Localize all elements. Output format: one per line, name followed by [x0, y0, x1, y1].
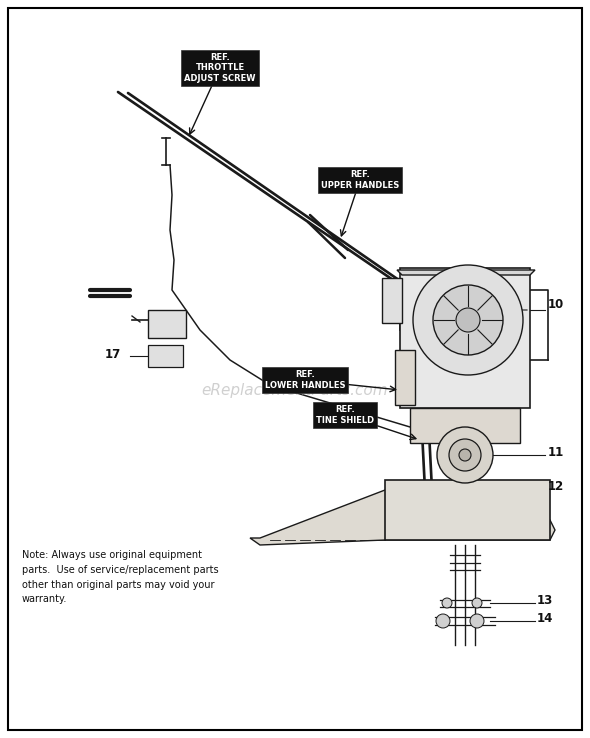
Text: REF.
UPPER HANDLES: REF. UPPER HANDLES — [321, 170, 399, 190]
Circle shape — [456, 308, 480, 332]
Bar — [382, 278, 402, 323]
Bar — [410, 408, 520, 443]
Text: REF.
TINE SHIELD: REF. TINE SHIELD — [316, 405, 374, 424]
Text: eReplacementParts.com: eReplacementParts.com — [202, 382, 388, 398]
Bar — [148, 310, 186, 338]
Text: 12: 12 — [548, 480, 564, 494]
Circle shape — [459, 449, 471, 461]
Text: 17: 17 — [105, 348, 122, 360]
Bar — [395, 350, 415, 405]
Circle shape — [436, 614, 450, 628]
Circle shape — [413, 265, 523, 375]
Text: 13: 13 — [537, 593, 553, 607]
Circle shape — [470, 614, 484, 628]
Circle shape — [449, 439, 481, 471]
Text: REF.
THROTTLE
ADJUST SCREW: REF. THROTTLE ADJUST SCREW — [184, 53, 255, 83]
Text: 10: 10 — [548, 298, 564, 311]
Bar — [148, 345, 183, 367]
Bar — [385, 480, 550, 540]
Circle shape — [437, 427, 493, 483]
Polygon shape — [250, 490, 555, 545]
Text: REF.
LOWER HANDLES: REF. LOWER HANDLES — [265, 370, 345, 390]
Circle shape — [442, 598, 452, 608]
Circle shape — [472, 598, 482, 608]
Polygon shape — [397, 270, 535, 275]
Bar — [400, 268, 530, 408]
Circle shape — [433, 285, 503, 355]
Text: Note: Always use original equipment
parts.  Use of service/replacement parts
oth: Note: Always use original equipment part… — [22, 550, 219, 604]
Text: 11: 11 — [548, 446, 564, 458]
Text: 14: 14 — [537, 612, 553, 624]
